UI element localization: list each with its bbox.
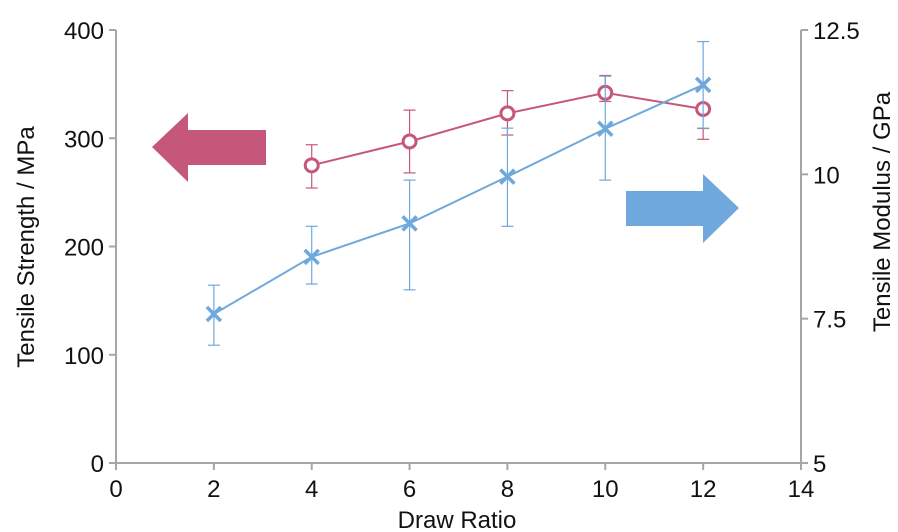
right-y-tick-label: 7.5 (813, 307, 846, 334)
data-point-x (694, 76, 712, 94)
right-y-tick-label: 12.5 (813, 18, 860, 45)
x-tick-label: 6 (403, 476, 416, 503)
right-y-axis-title: Tensile Modulus / GPa (869, 91, 896, 332)
series-x-right (205, 40, 712, 346)
x-axis-title: Draw Ratio (398, 507, 517, 532)
data-point-x (401, 215, 418, 232)
x-tick-label: 8 (501, 476, 514, 503)
data-point-x (205, 305, 223, 323)
series-line (213, 83, 704, 315)
data-point-x (597, 120, 614, 137)
series-layer (205, 40, 712, 346)
right-y-tick-label: 10 (813, 162, 840, 189)
right-y-tick-label: 5 (813, 451, 826, 478)
x-tick-label: 14 (788, 476, 815, 503)
x-tick-label: 0 (109, 476, 122, 503)
left-y-tick-label: 0 (91, 451, 104, 478)
x-tick-label: 12 (690, 476, 717, 503)
axes (115, 30, 802, 464)
left-y-axis-title: Tensile Strength / MPa (13, 126, 40, 368)
data-point-circle (499, 105, 516, 122)
x-tick-label: 10 (592, 476, 619, 503)
left-y-tick-label: 300 (64, 126, 104, 153)
left-y-tick-label: 400 (64, 18, 104, 45)
data-point-x (303, 248, 320, 266)
data-point-x (499, 168, 516, 185)
ticks: 0 2 4 6 8 10 12 14 0 100 200 300 400 5 7.5 10 12.5 (64, 18, 860, 503)
x-tick-label: 4 (305, 476, 318, 503)
left-y-tick-label: 200 (64, 235, 104, 262)
arrow-right (626, 174, 739, 243)
left-y-tick-label: 100 (64, 343, 104, 370)
axis-arrows (152, 113, 739, 243)
data-point-circle (303, 157, 320, 174)
arrow-left (152, 113, 266, 182)
data-point-circle (401, 133, 418, 150)
x-tick-label: 2 (207, 476, 220, 503)
